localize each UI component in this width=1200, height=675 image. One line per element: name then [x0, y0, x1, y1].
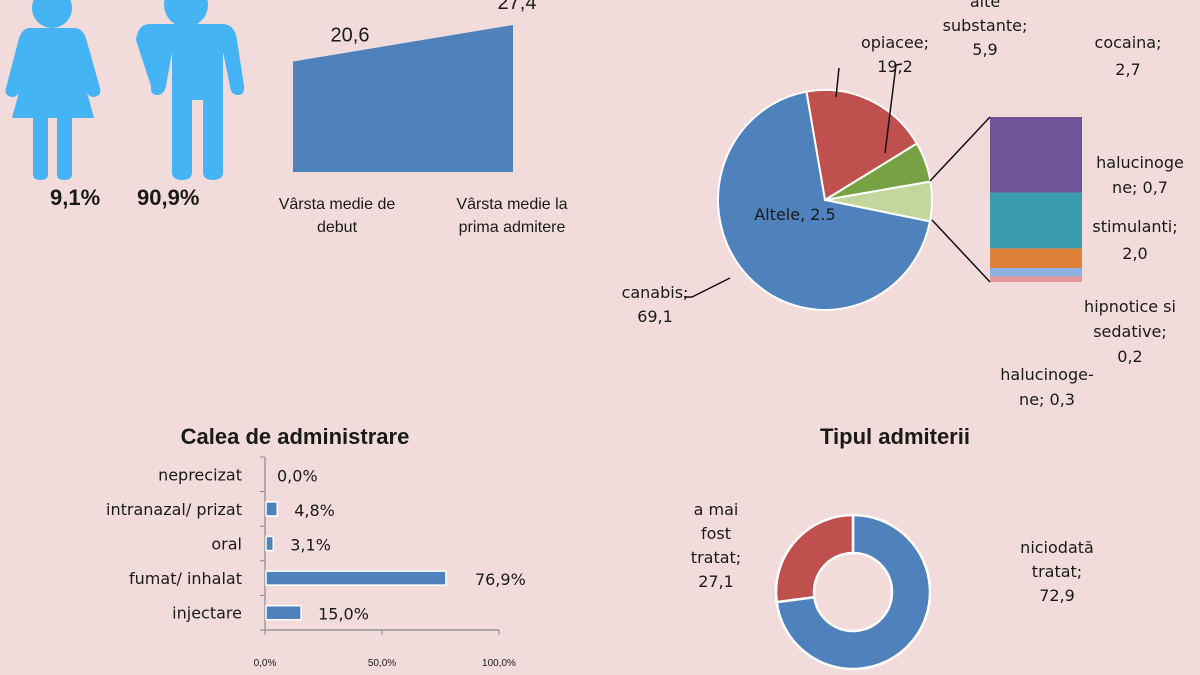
slice-label: substante; [943, 16, 1028, 35]
male-figure-icon [136, 0, 245, 180]
donut-label: niciodată [1020, 538, 1094, 557]
donut-label: 27,1 [698, 572, 734, 591]
x-tick-label: debut [317, 219, 358, 236]
leader-line [835, 67, 840, 98]
breakdown-label: sedative; [1093, 322, 1167, 341]
connector-line [931, 219, 991, 283]
age-area-chart: 20,6 27,4 Vârsta medie de debut Vârsta medie… [279, 0, 568, 236]
y-tick-label: neprecizat [158, 465, 242, 484]
slice-label: canabis; [622, 283, 689, 302]
breakdown-label: hipnotice si [1084, 297, 1176, 316]
female-figure-icon [5, 0, 101, 180]
donut-slice [775, 513, 932, 671]
slice-label: 69,1 [637, 307, 673, 326]
breakdown-label: cocaina; [1095, 33, 1162, 52]
slice-label: opiacee; [861, 33, 929, 52]
bar-value-label: 3,1% [290, 536, 331, 555]
bar [265, 501, 278, 517]
breakdown-label: halucinoge [1096, 153, 1184, 172]
pie-slice [717, 90, 932, 311]
donut-slice [774, 513, 855, 604]
y-tick-label: fumat/ inhalat [129, 569, 242, 588]
donut-label: 72,9 [1039, 586, 1075, 605]
area-series [293, 25, 513, 172]
bar-value-label: 0,0% [277, 466, 318, 485]
breakdown-segment [990, 248, 1082, 269]
breakdown-segment [990, 192, 1082, 249]
breakdown-segment [990, 276, 1082, 282]
male-percentage: 90,9% [137, 185, 199, 210]
bar [265, 604, 302, 621]
leader-line [684, 277, 731, 298]
breakdown-label: halucinoge- [1000, 365, 1093, 384]
data-label: 20,6 [331, 24, 370, 46]
bar-value-label: 76,9% [475, 570, 526, 589]
breakdown-label: ne; 0,3 [1019, 390, 1075, 409]
breakdown-segment [990, 117, 1082, 193]
breakdown-label: 0,2 [1117, 347, 1142, 366]
donut-label: tratat; [691, 548, 741, 567]
slice-label: Altele, 2.5 [754, 205, 835, 224]
data-label: 27,4 [498, 0, 537, 14]
breakdown-label: ne; 0,7 [1112, 178, 1168, 197]
slice-label: 19,2 [877, 57, 913, 76]
female-percentage: 9,1% [50, 185, 100, 210]
bar-chart-title: Calea de administrare [181, 424, 410, 449]
donut-chart-title: Tipul admiterii [820, 424, 970, 449]
breakdown-label: 2,7 [1115, 60, 1140, 79]
donut-label: a mai [694, 500, 739, 519]
slice-label: alte [970, 0, 1000, 11]
x-tick-label: 100,0% [482, 658, 516, 669]
x-tick-label: prima admitere [459, 219, 566, 236]
leader-line [884, 63, 903, 154]
administration-bar-chart: 0,0% 50,0% 100,0% neprecizat 0,0% intranazal/… [106, 456, 526, 669]
donut-label: fost [701, 524, 731, 543]
donut-label: tratat; [1032, 562, 1082, 581]
y-tick-label: injectare [172, 604, 242, 623]
breakdown-segment [990, 268, 1082, 277]
bar [265, 570, 447, 586]
y-tick-label: intranazal/ prizat [106, 500, 242, 519]
substance-pie-chart: opiacee; 19,2 alte substante; 5,9 Altele, 2.5… [622, 0, 1184, 409]
x-tick-label: 50,0% [368, 658, 396, 669]
x-tick-label: Vârsta medie la [456, 196, 567, 213]
bar-value-label: 4,8% [294, 501, 335, 520]
admission-donut-chart: niciodată tratat; 72,9 a mai fost tratat; 27,1 [691, 500, 1094, 671]
breakdown-label: stimulanti; [1092, 217, 1177, 236]
breakdown-label: 2,0 [1122, 244, 1147, 263]
x-tick-label: 0,0% [254, 658, 277, 669]
bar [265, 535, 275, 552]
slice-label: 5,9 [972, 40, 997, 59]
x-tick-label: Vârsta medie de [279, 196, 396, 213]
bar-value-label: 15,0% [318, 605, 369, 624]
connector-line [929, 116, 991, 182]
y-tick-label: oral [211, 535, 242, 554]
